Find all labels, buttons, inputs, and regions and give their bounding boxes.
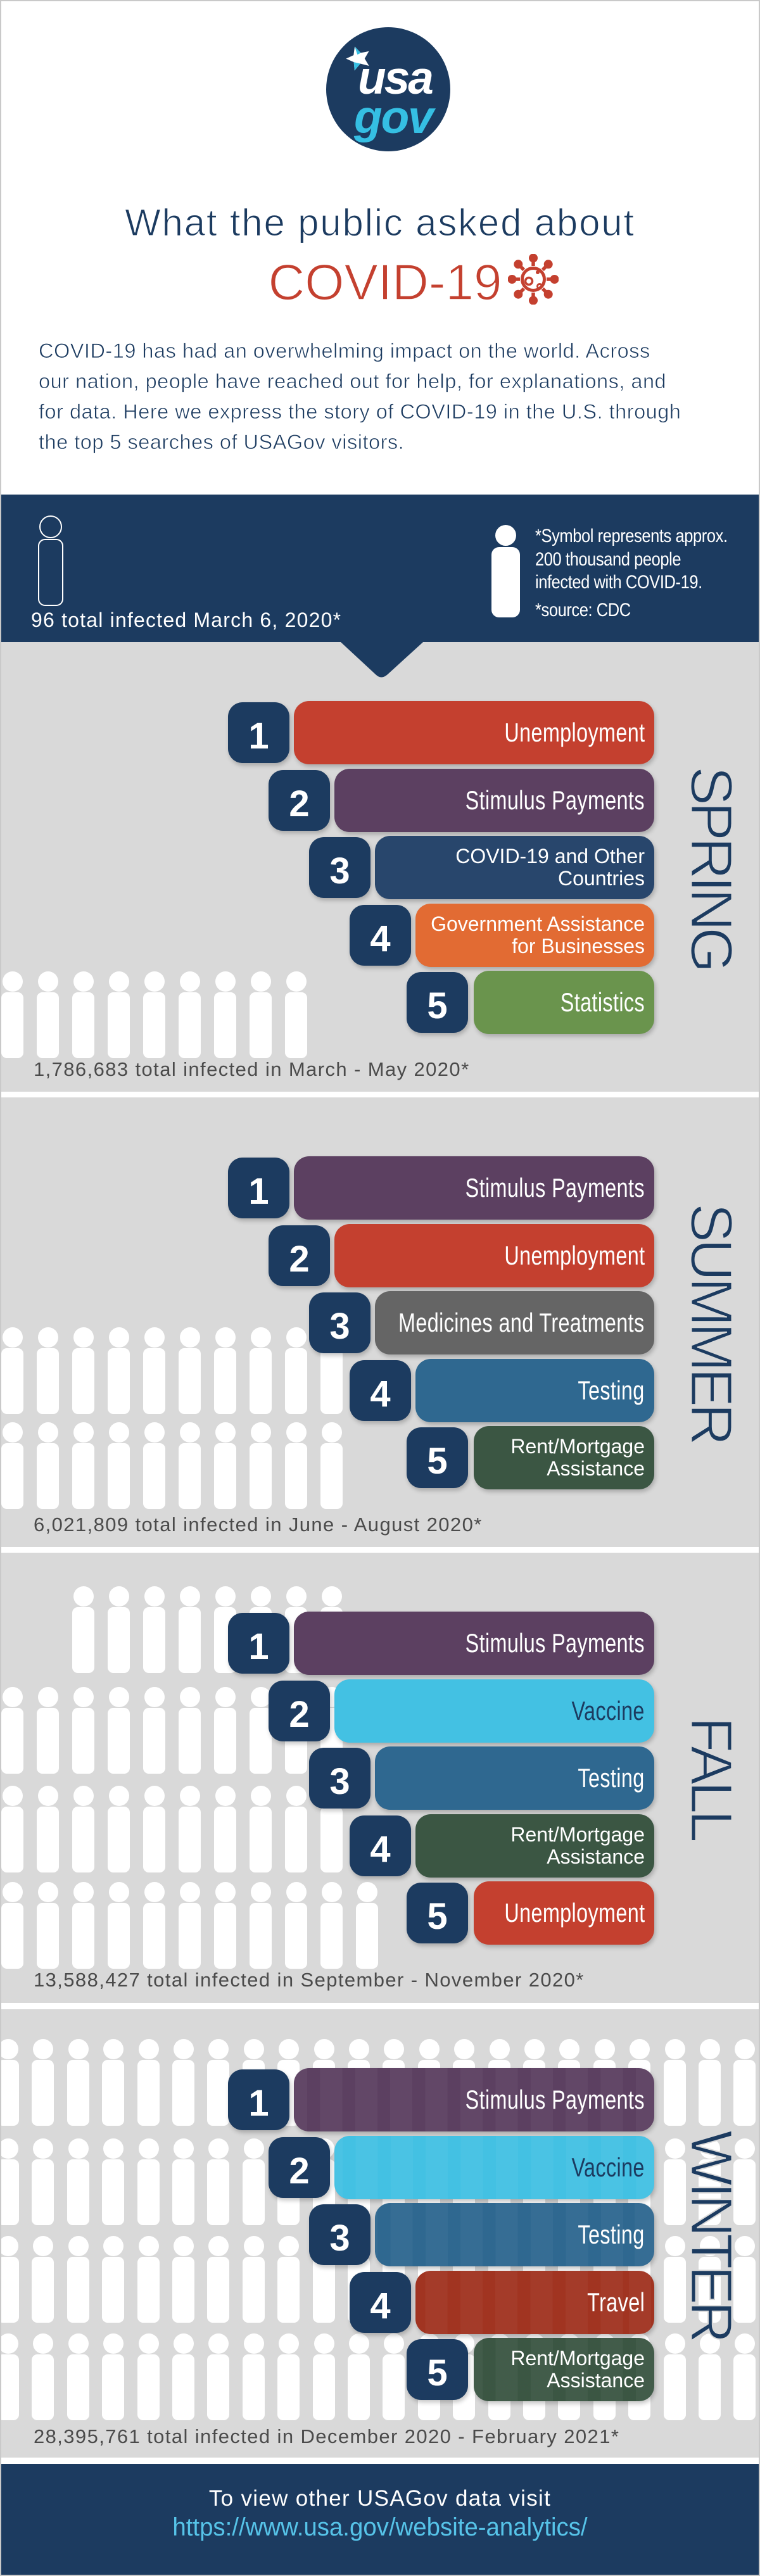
svg-text:usa: usa xyxy=(358,53,433,104)
svg-text:gov: gov xyxy=(353,92,436,143)
